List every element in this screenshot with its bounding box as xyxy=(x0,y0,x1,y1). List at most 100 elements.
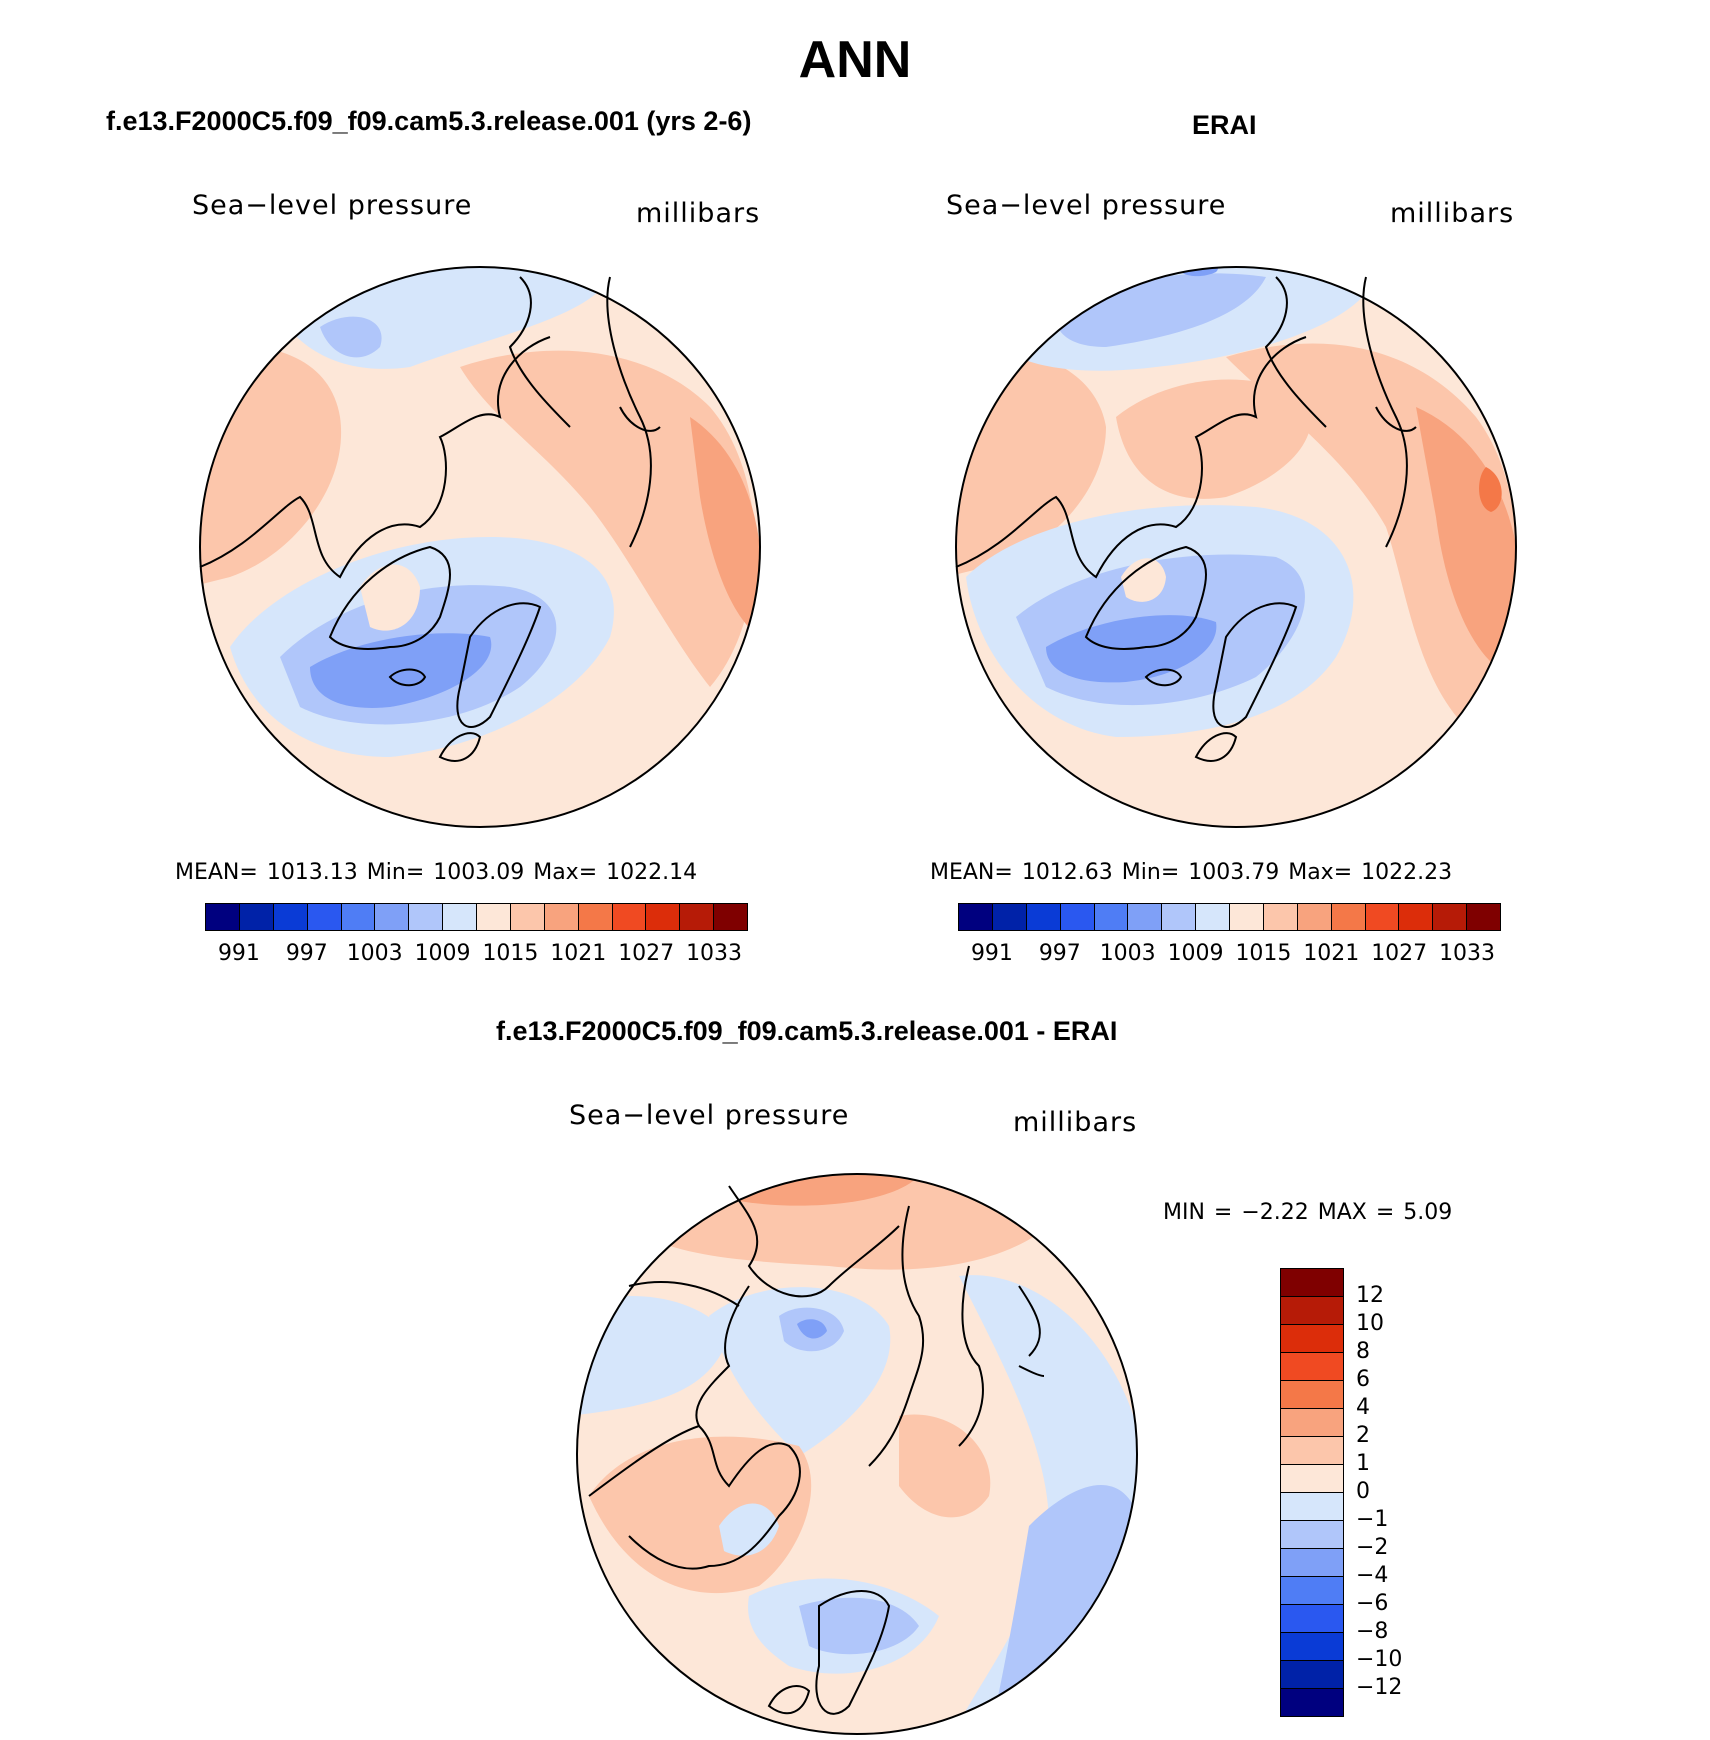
model-colorbar-tick-label: 1027 xyxy=(618,941,675,966)
diff-colorbar-cell xyxy=(1281,1689,1343,1716)
obs-colorbar: 991 997 1003 1009 1015 1021 1027 1033 xyxy=(958,903,1501,966)
model-colorbar: 991 997 1003 1009 1015 1021 1027 1033 xyxy=(205,903,748,966)
model-field-1021-east xyxy=(690,417,760,637)
diff-colorbar-cell xyxy=(1281,1493,1343,1521)
obs-colorbar-cell xyxy=(1162,904,1197,930)
obs-colorbar-cell xyxy=(1094,904,1129,930)
model-panel-title: f.e13.F2000C5.f09_f09.cam5.3.release.001… xyxy=(106,106,752,136)
model-units-label: millibars xyxy=(636,198,761,229)
diff-colorbar-cell xyxy=(1281,1521,1343,1549)
obs-colorbar-cell xyxy=(1467,904,1500,930)
obs-colorbar-cell xyxy=(1331,904,1366,930)
obs-field-1018-central xyxy=(1116,379,1312,499)
diff-colorbar-cell xyxy=(1281,1409,1343,1437)
model-colorbar-cell xyxy=(714,904,747,930)
obs-map-border xyxy=(955,266,1517,828)
obs-colorbar-cells xyxy=(958,903,1501,931)
diff-coastlines xyxy=(588,1185,1045,1715)
diff-colorbar-tick-label: 2 xyxy=(1356,1423,1370,1448)
obs-colorbar-cell xyxy=(1365,904,1400,930)
obs-colorbar-cell xyxy=(1196,904,1230,930)
diff-map-border xyxy=(576,1173,1138,1735)
obs-polar-map xyxy=(955,266,1517,828)
model-colorbar-cell xyxy=(307,904,342,930)
obs-panel-title: ERAI xyxy=(1192,110,1257,140)
diff-units-label: millibars xyxy=(1013,1107,1138,1138)
model-field-1018-east xyxy=(460,350,755,687)
diff-field-neg-center xyxy=(709,1287,891,1456)
diff-colorbar-cell xyxy=(1281,1633,1343,1661)
model-colorbar-cell xyxy=(680,904,715,930)
obs-colorbar-cell xyxy=(1433,904,1468,930)
model-field-1009-north xyxy=(320,316,382,358)
diff-field-neg-greenland xyxy=(719,1503,779,1556)
obs-stats: MEAN= 1012.63 Min= 1003.79 Max= 1022.23 xyxy=(930,860,1453,885)
model-polar-map xyxy=(199,266,761,828)
diff-variable-label: Sea−level pressure xyxy=(569,1100,850,1131)
diff-colorbar-cell xyxy=(1281,1353,1343,1381)
model-colorbar-cell xyxy=(409,904,444,930)
diff-colorbar: 12 10 8 6 4 2 1 0 −1 −2 −4 −6 −8 −10 −12 xyxy=(1280,1268,1402,1717)
obs-colorbar-tick-label: 1021 xyxy=(1303,941,1360,966)
model-stats: MEAN= 1013.13 Min= 1003.09 Max= 1022.14 xyxy=(175,860,698,885)
model-colorbar-cells xyxy=(205,903,748,931)
diff-panel-title: f.e13.F2000C5.f09_f09.cam5.3.release.001… xyxy=(496,1016,1118,1046)
model-colorbar-cell xyxy=(443,904,477,930)
diff-colorbar-tick-label: −12 xyxy=(1356,1675,1403,1700)
diff-colorbar-tick-label: −6 xyxy=(1356,1591,1389,1616)
obs-colorbar-tick-label: 1009 xyxy=(1167,941,1224,966)
diff-field-neg-atlantic-strong xyxy=(799,1597,919,1655)
obs-colorbar-tick-label: 1033 xyxy=(1439,941,1496,966)
diff-colorbar-tick-label: 4 xyxy=(1356,1395,1370,1420)
model-colorbar-tick-label: 1009 xyxy=(414,941,471,966)
obs-colorbar-cell xyxy=(959,904,993,930)
obs-colorbar-tick-label: 1027 xyxy=(1371,941,1428,966)
diff-colorbar-cell xyxy=(1281,1577,1343,1605)
obs-colorbar-cell xyxy=(1026,904,1061,930)
obs-colorbar-cell xyxy=(1263,904,1298,930)
diff-field-neg-center-core xyxy=(797,1319,827,1339)
obs-field-1024-east xyxy=(1479,467,1502,512)
model-colorbar-cell xyxy=(375,904,410,930)
obs-colorbar-tick-label: 991 xyxy=(970,941,1013,966)
model-colorbar-tick-label: 1033 xyxy=(686,941,743,966)
diff-colorbar-tick-label: 1 xyxy=(1356,1451,1370,1476)
diff-colorbar-tick-label: 10 xyxy=(1356,1311,1384,1336)
diff-colorbar-tick-label: 0 xyxy=(1356,1479,1370,1504)
model-coastlines xyxy=(199,276,661,762)
model-colorbar-cell xyxy=(544,904,579,930)
obs-colorbar-tick-label: 997 xyxy=(1038,941,1081,966)
model-colorbar-cell xyxy=(341,904,376,930)
diff-colorbar-cell xyxy=(1281,1605,1343,1633)
obs-colorbar-cell xyxy=(1128,904,1163,930)
diff-stats: MIN = −2.22 MAX = 5.09 xyxy=(1163,1200,1453,1225)
obs-field-greenland-high xyxy=(1121,558,1166,602)
model-colorbar-tick-label: 1021 xyxy=(550,941,607,966)
model-variable-label: Sea−level pressure xyxy=(192,190,473,221)
diff-colorbar-cell xyxy=(1281,1661,1343,1689)
diff-colorbar-ticks: 12 10 8 6 4 2 1 0 −1 −2 −4 −6 −8 −10 −12 xyxy=(1356,1268,1416,1717)
diff-colorbar-cell xyxy=(1281,1549,1343,1577)
model-colorbar-cell xyxy=(646,904,681,930)
diff-colorbar-cell xyxy=(1281,1297,1343,1325)
diff-field-pos-east xyxy=(899,1414,991,1518)
model-colorbar-cell xyxy=(477,904,511,930)
obs-units-label: millibars xyxy=(1390,198,1515,229)
obs-colorbar-cell xyxy=(1297,904,1332,930)
obs-variable-label: Sea−level pressure xyxy=(946,190,1227,221)
diff-field-pos-left xyxy=(589,1436,812,1594)
obs-colorbar-ticks: 991 997 1003 1009 1015 1021 1027 1033 xyxy=(958,931,1501,966)
diff-colorbar-tick-label: −4 xyxy=(1356,1563,1389,1588)
diff-colorbar-tick-label: 12 xyxy=(1356,1283,1384,1308)
diff-colorbar-cell xyxy=(1281,1325,1343,1353)
diff-colorbar-cell xyxy=(1281,1437,1343,1465)
model-colorbar-cell xyxy=(510,904,545,930)
model-colorbar-cell xyxy=(612,904,647,930)
diff-colorbar-cells xyxy=(1280,1268,1344,1717)
diff-colorbar-cell xyxy=(1281,1381,1343,1409)
diff-colorbar-tick-label: −1 xyxy=(1356,1507,1389,1532)
diff-colorbar-tick-label: 8 xyxy=(1356,1339,1370,1364)
obs-field-1021-east xyxy=(1416,407,1516,677)
model-colorbar-tick-label: 1015 xyxy=(482,941,539,966)
diff-colorbar-tick-label: −10 xyxy=(1356,1647,1403,1672)
